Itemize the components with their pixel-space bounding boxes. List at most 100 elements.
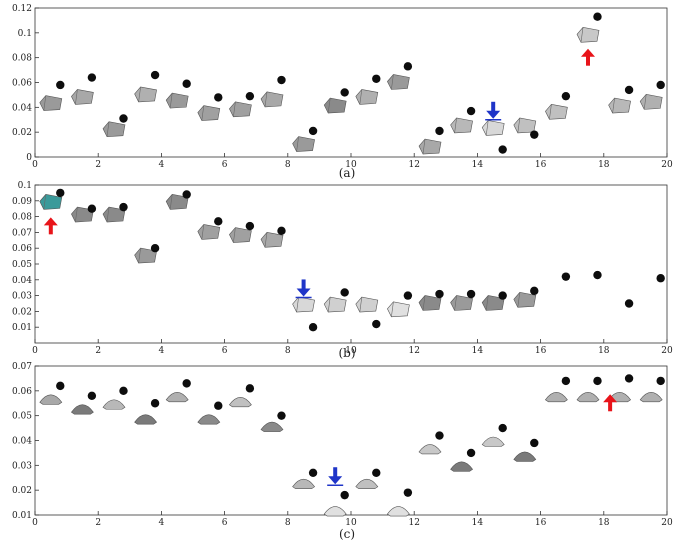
x-tick-label: 16 [535, 346, 547, 356]
data-point [530, 130, 539, 139]
x-tick-label: 18 [598, 160, 610, 170]
data-point [56, 188, 65, 198]
shape-marker [39, 194, 63, 210]
data-point [182, 190, 191, 199]
shape-body [323, 296, 347, 313]
plot-frame [34, 7, 668, 158]
data-point [119, 202, 128, 212]
shape-marker [608, 97, 631, 114]
shape-body [134, 86, 157, 103]
y-tick-label: 0.04 [12, 276, 32, 286]
shape-marker [39, 95, 63, 111]
data-point [561, 272, 571, 281]
shape-marker [576, 26, 600, 43]
plot-frame [34, 184, 668, 344]
shape-body [608, 97, 631, 114]
x-tick-label: 6 [222, 160, 228, 170]
data-point [466, 106, 476, 116]
shape-edge [327, 98, 331, 114]
shape-marker [165, 194, 189, 210]
y-tick-label: 0.01 [12, 323, 32, 333]
shape-body [544, 392, 568, 403]
shape-edge [296, 136, 299, 152]
shape-marker [481, 295, 505, 311]
data-point [245, 91, 255, 101]
shape-body [418, 444, 442, 455]
data-point [340, 490, 349, 500]
data-point [656, 80, 665, 90]
shape-body [481, 436, 505, 447]
y-tick-label: 0.06 [12, 244, 32, 254]
arrow-head [603, 394, 618, 403]
data-point [245, 384, 255, 393]
data-point [56, 381, 65, 391]
data-point [656, 274, 665, 283]
data-point [624, 374, 634, 383]
x-tick-label: 16 [535, 518, 547, 528]
y-tick-label: 0.08 [12, 213, 32, 223]
shape-marker [292, 136, 315, 152]
x-tick-label: 6 [222, 346, 228, 356]
arrow-shaft [491, 101, 496, 112]
shape-body [545, 103, 568, 120]
data-point [403, 488, 413, 497]
data-point [530, 286, 539, 296]
shape-body [450, 461, 474, 472]
shape-body [576, 26, 600, 43]
data-point [119, 386, 128, 396]
x-tick-label: 12 [408, 518, 419, 528]
data-point [530, 438, 539, 448]
shape-marker [513, 292, 537, 308]
shape-edge [485, 120, 489, 136]
shape-marker [70, 404, 94, 415]
shape-marker [450, 117, 473, 134]
x-tick-label: 0 [32, 346, 38, 356]
shape-marker [292, 478, 316, 490]
shape-edge [517, 292, 521, 308]
shape-marker [450, 461, 474, 472]
y-tick-label: 0.07 [12, 362, 32, 372]
shape-body [355, 478, 379, 490]
shape-marker [323, 296, 347, 313]
shape-marker [197, 224, 221, 240]
shape-marker [134, 414, 158, 425]
shape-body [102, 121, 126, 137]
blue-arrow-down [295, 279, 312, 299]
shape-body [386, 506, 410, 517]
x-tick-label: 14 [472, 518, 484, 528]
data-point [561, 91, 571, 101]
shape-edge [580, 27, 584, 43]
red-arrow-up [603, 394, 618, 412]
x-tick-label: 20 [661, 518, 673, 528]
shape-marker [197, 105, 221, 121]
red-arrow-up [581, 48, 595, 66]
x-tick-label: 14 [472, 160, 484, 170]
shape-marker [544, 392, 568, 403]
data-point [87, 73, 97, 82]
panel-caption: (c) [339, 527, 355, 541]
shape-body [165, 92, 189, 109]
x-tick-label: 4 [159, 160, 165, 170]
data-point [435, 431, 444, 440]
shape-marker [260, 231, 284, 248]
shape-marker [418, 138, 442, 155]
x-tick-label: 10 [345, 518, 357, 528]
data-point [593, 270, 602, 280]
data-point [403, 62, 413, 71]
shape-body [481, 120, 505, 136]
data-point [435, 289, 444, 299]
shape-edge [454, 295, 457, 311]
data-point [561, 376, 571, 386]
shape-body [355, 296, 379, 313]
shape-marker [165, 92, 189, 109]
shape-body [292, 136, 315, 152]
x-tick-label: 0 [32, 518, 38, 528]
shape-marker [134, 86, 157, 103]
data-point [340, 88, 349, 97]
data-point [466, 448, 476, 458]
x-tick-label: 8 [285, 518, 291, 528]
y-tick-label: 0.12 [12, 4, 32, 14]
shape-marker [545, 103, 568, 120]
data-point [372, 319, 381, 329]
data-point [214, 93, 223, 102]
